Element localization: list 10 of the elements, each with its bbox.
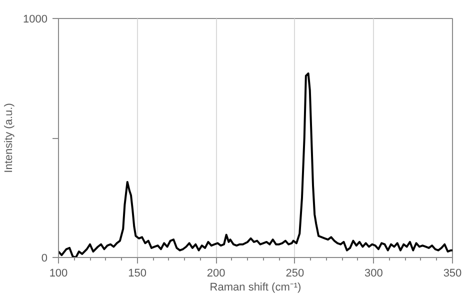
x-tick-label: 150 (128, 268, 146, 280)
x-tick-label: 250 (286, 268, 304, 280)
x-tick-label: 200 (206, 268, 226, 280)
y-tick-label: 0 (41, 252, 48, 264)
x-tick-label: 350 (443, 268, 462, 280)
y-tick-label: 1000 (23, 14, 48, 26)
x-tick-label: 100 (49, 268, 68, 280)
x-tick-label: 300 (364, 268, 383, 280)
x-axis-title: Raman shift (cm⁻¹) (210, 282, 302, 294)
y-axis-title: Intensity (a.u.) (3, 103, 16, 173)
